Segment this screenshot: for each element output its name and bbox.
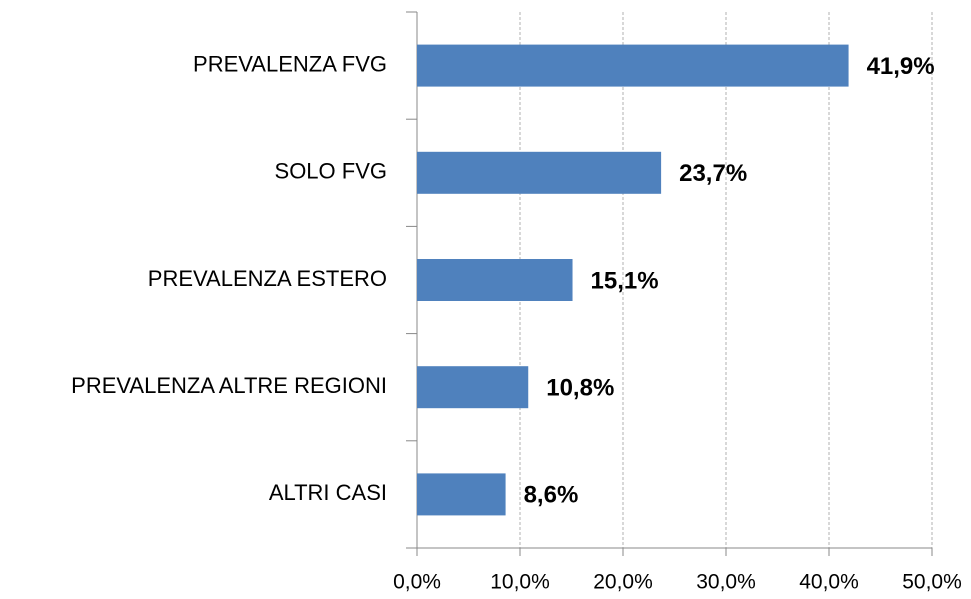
y-tick-label: PREVALENZA ESTERO: [148, 266, 387, 291]
value-label: 41,9%: [867, 53, 935, 80]
value-label: 23,7%: [679, 160, 747, 187]
y-tick-label: PREVALENZA ALTRE REGIONI: [71, 373, 387, 398]
bar: [417, 473, 506, 516]
x-tick-label: 10,0%: [490, 571, 550, 594]
x-tick-label: 40,0%: [799, 571, 859, 594]
y-tick-label: PREVALENZA FVG: [193, 51, 387, 76]
x-tick-label: 30,0%: [696, 571, 756, 594]
value-label: 10,8%: [546, 375, 614, 402]
bar: [417, 44, 849, 87]
y-tick-label: SOLO FVG: [275, 159, 387, 184]
bar: [417, 151, 662, 194]
x-tick-label: 20,0%: [593, 571, 653, 594]
bar: [417, 259, 573, 301]
x-tick-label: 50,0%: [902, 571, 962, 594]
value-label: 15,1%: [591, 267, 659, 294]
x-tick-label: 0,0%: [393, 571, 441, 594]
value-label: 8,6%: [524, 482, 579, 509]
y-tick-label: ALTRI CASI: [269, 480, 387, 505]
bar: [417, 366, 529, 409]
